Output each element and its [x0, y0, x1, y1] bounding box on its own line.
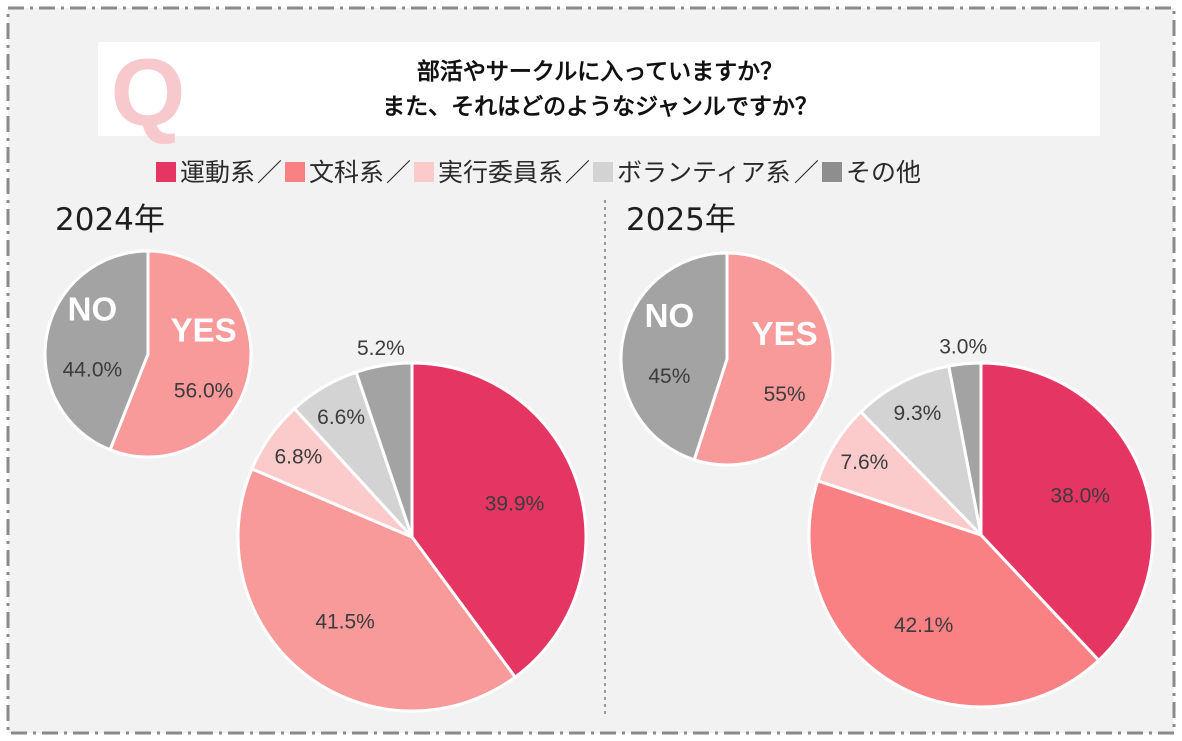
legend-separator: ／: [794, 158, 819, 187]
pie-slice: [979, 361, 1155, 663]
slice-value-label: 3.0%: [939, 336, 987, 359]
slice-value-label: 45%: [648, 365, 690, 388]
legend-label-2: 実行委員系: [438, 158, 563, 187]
legend-label-3: ボランティア系: [617, 158, 791, 187]
pie-slice: [619, 251, 729, 462]
slice-value-label: 5.2%: [357, 337, 405, 360]
year-label-2025: 2025年: [626, 202, 736, 238]
slice-value-label: 6.8%: [274, 446, 322, 469]
pie-slice: [236, 466, 518, 713]
pie-2025-membership: YES 55% NO 45%: [619, 251, 835, 467]
slice-value-label: 42.1%: [894, 614, 954, 637]
slice-name-label: NO: [645, 297, 695, 334]
slice-name-label: NO: [68, 290, 118, 327]
legend: 運動系／文科系／実行委員系／ボランティア系／その他: [156, 158, 921, 187]
legend-separator: ／: [257, 158, 282, 187]
pie-2024-membership: YES 56.0% NO 44.0%: [43, 249, 253, 459]
legend-label-4: その他: [846, 158, 921, 187]
slice-value-label: 41.5%: [315, 611, 375, 634]
legend-separator: ／: [386, 158, 411, 187]
slice-value-label: 56.0%: [174, 380, 234, 403]
pie-2024-genre: 39.9% 41.5% 6.8% 6.6% 5.2%: [236, 337, 588, 713]
slice-value-label: 39.9%: [485, 492, 545, 515]
question-mark-icon: Q: [111, 39, 186, 146]
slice-value-label: 9.3%: [893, 402, 941, 425]
legend-swatch-3: [593, 162, 613, 182]
year-label-2024: 2024年: [55, 202, 165, 238]
pie-slice: [108, 249, 253, 459]
slice-name-label: YES: [752, 315, 818, 352]
legend-label-0: 運動系: [180, 158, 255, 187]
panel-border: [6, 6, 1176, 735]
question-line-1: 部活やサークルに入っていますか？: [417, 58, 783, 85]
legend-swatch-0: [156, 162, 176, 182]
pie-slice: [43, 249, 150, 452]
pie-slice: [947, 361, 983, 536]
pie-slice: [354, 361, 414, 538]
question-box: [98, 42, 1100, 136]
pie-slice: [807, 478, 1101, 709]
slice-value-label: 6.6%: [317, 406, 365, 429]
pie-slice: [692, 251, 835, 467]
legend-label-1: 文科系: [309, 158, 384, 187]
slice-value-label: 7.6%: [840, 451, 888, 474]
pie-2025-genre: 38.0% 42.1% 7.6% 9.3% 3.0%: [807, 336, 1155, 709]
slice-value-label: 38.0%: [1050, 485, 1110, 508]
slice-name-label: YES: [171, 312, 237, 349]
slice-value-label: 55%: [764, 383, 806, 406]
pie-slice: [410, 361, 588, 680]
question-line-2: また、それはどのようなジャンルですか？: [382, 94, 818, 120]
legend-swatch-4: [822, 162, 842, 182]
legend-swatch-1: [285, 162, 305, 182]
slice-value-label: 44.0%: [63, 358, 123, 381]
pie-slice: [858, 364, 984, 540]
legend-swatch-2: [414, 162, 434, 182]
legend-separator: ／: [565, 158, 590, 187]
